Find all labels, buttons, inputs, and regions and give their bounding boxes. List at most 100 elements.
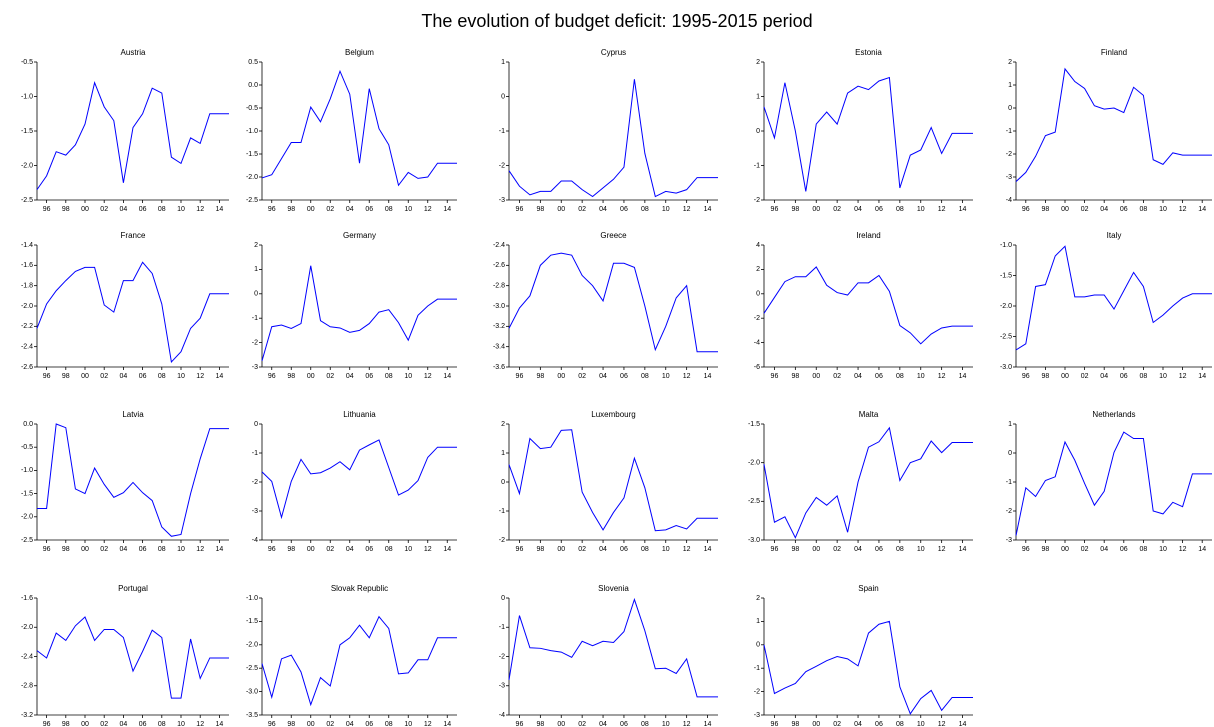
y-tick-label: -2.6 — [21, 364, 33, 371]
y-tick-label: 0 — [1008, 450, 1012, 457]
y-tick-label: -2.4 — [21, 344, 33, 351]
y-tick-label: -3.0 — [1000, 364, 1012, 371]
y-tick-label: 4 — [756, 242, 760, 249]
x-tick-label: 08 — [896, 373, 904, 380]
x-tick-label: 10 — [662, 546, 670, 553]
y-tick-label: -3 — [1006, 537, 1012, 544]
x-tick-label: 06 — [365, 373, 373, 380]
y-tick-label: -2 — [499, 162, 505, 169]
y-tick-label: 2 — [756, 266, 760, 273]
x-tick-label: 12 — [424, 546, 432, 553]
x-tick-label: 06 — [139, 206, 147, 213]
y-tick-label: 2 — [501, 421, 505, 428]
x-tick-label: 00 — [307, 721, 315, 727]
y-tick-label: -1.5 — [21, 490, 33, 497]
y-tick-label: 0 — [756, 642, 760, 649]
y-tick-label: -1 — [754, 665, 760, 672]
x-tick-label: 08 — [896, 721, 904, 727]
x-tick-label: 14 — [216, 206, 224, 213]
line — [508, 252, 718, 353]
x-tick-label: 12 — [424, 373, 432, 380]
x-tick-label: 00 — [81, 721, 89, 727]
x-tick-label: 96 — [771, 206, 779, 213]
y-tick-label: -2 — [754, 688, 760, 695]
x-tick-label: 96 — [268, 373, 276, 380]
x-tick-label: 02 — [833, 373, 841, 380]
line — [763, 266, 973, 345]
x-tick-label: 12 — [424, 206, 432, 213]
x-tick-label: 10 — [404, 721, 412, 727]
x-tick-label: 96 — [43, 546, 51, 553]
x-tick-label: 14 — [1198, 546, 1206, 553]
y-tick-label: 1 — [756, 618, 760, 625]
y-tick-label: -2.0 — [246, 642, 258, 649]
x-tick-label: 12 — [938, 721, 946, 727]
x-tick-label: 98 — [791, 546, 799, 553]
x-tick-label: 04 — [120, 373, 128, 380]
line — [36, 261, 229, 363]
x-tick-label: 12 — [196, 546, 204, 553]
y-tick-label: -2.0 — [21, 303, 33, 310]
x-tick-label: 14 — [959, 721, 967, 727]
x-tick-label: 96 — [1022, 546, 1030, 553]
x-tick-label: 02 — [326, 721, 334, 727]
x-tick-label: 04 — [1100, 546, 1108, 553]
x-tick-label: 96 — [43, 373, 51, 380]
x-tick-label: 00 — [307, 206, 315, 213]
x-tick-label: 08 — [896, 546, 904, 553]
x-tick-label: 06 — [875, 546, 883, 553]
x-tick-label: 08 — [641, 546, 649, 553]
x-tick-label: 98 — [62, 721, 70, 727]
y-tick-label: -0.5 — [246, 105, 258, 112]
line — [261, 615, 457, 707]
x-tick-label: 10 — [1159, 206, 1167, 213]
x-tick-label: 00 — [812, 721, 820, 727]
x-tick-label: 02 — [578, 546, 586, 553]
line — [763, 426, 973, 539]
x-tick-label: 04 — [599, 206, 607, 213]
y-tick-label: -1.5 — [1000, 272, 1012, 279]
x-tick-label: 06 — [620, 206, 628, 213]
x-tick-label: 04 — [120, 206, 128, 213]
x-tick-label: 00 — [1061, 546, 1069, 553]
x-tick-label: 96 — [43, 721, 51, 727]
y-tick-label: 1 — [756, 93, 760, 100]
x-tick-label: 02 — [578, 721, 586, 727]
y-tick-label: -2 — [1006, 151, 1012, 158]
panel-title: Finland — [1101, 48, 1127, 57]
x-tick-label: 08 — [158, 546, 166, 553]
x-tick-label: 04 — [854, 546, 862, 553]
x-tick-label: 02 — [100, 206, 108, 213]
line — [36, 616, 229, 699]
y-tick-label: -4 — [252, 537, 258, 544]
y-tick-label: -2.0 — [246, 174, 258, 181]
y-tick-label: -1 — [252, 450, 258, 457]
panel-title: Portugal — [118, 584, 148, 593]
y-tick-label: -2.5 — [748, 498, 760, 505]
x-tick-label: 04 — [1100, 373, 1108, 380]
x-tick-label: 08 — [1140, 546, 1148, 553]
x-tick-label: 00 — [81, 206, 89, 213]
x-tick-label: 08 — [158, 206, 166, 213]
x-tick-label: 02 — [1081, 373, 1089, 380]
x-tick-label: 08 — [641, 373, 649, 380]
panel-title: Cyprus — [601, 48, 626, 57]
y-tick-label: 1 — [1008, 421, 1012, 428]
x-tick-label: 08 — [1140, 373, 1148, 380]
x-tick-label: 08 — [641, 206, 649, 213]
y-tick-label: 0 — [254, 291, 258, 298]
x-tick-label: 04 — [120, 721, 128, 727]
x-tick-label: 12 — [1179, 546, 1187, 553]
y-tick-label: -6 — [754, 364, 760, 371]
y-tick-label: -2.5 — [21, 537, 33, 544]
x-tick-label: 98 — [287, 721, 295, 727]
y-tick-label: 1 — [254, 266, 258, 273]
x-tick-label: 96 — [1022, 206, 1030, 213]
x-tick-label: 06 — [139, 373, 147, 380]
x-tick-label: 98 — [536, 206, 544, 213]
x-tick-label: 98 — [536, 373, 544, 380]
y-tick-label: 0 — [501, 479, 505, 486]
x-tick-label: 98 — [1042, 373, 1050, 380]
x-tick-label: 04 — [854, 721, 862, 727]
x-tick-label: 10 — [1159, 373, 1167, 380]
